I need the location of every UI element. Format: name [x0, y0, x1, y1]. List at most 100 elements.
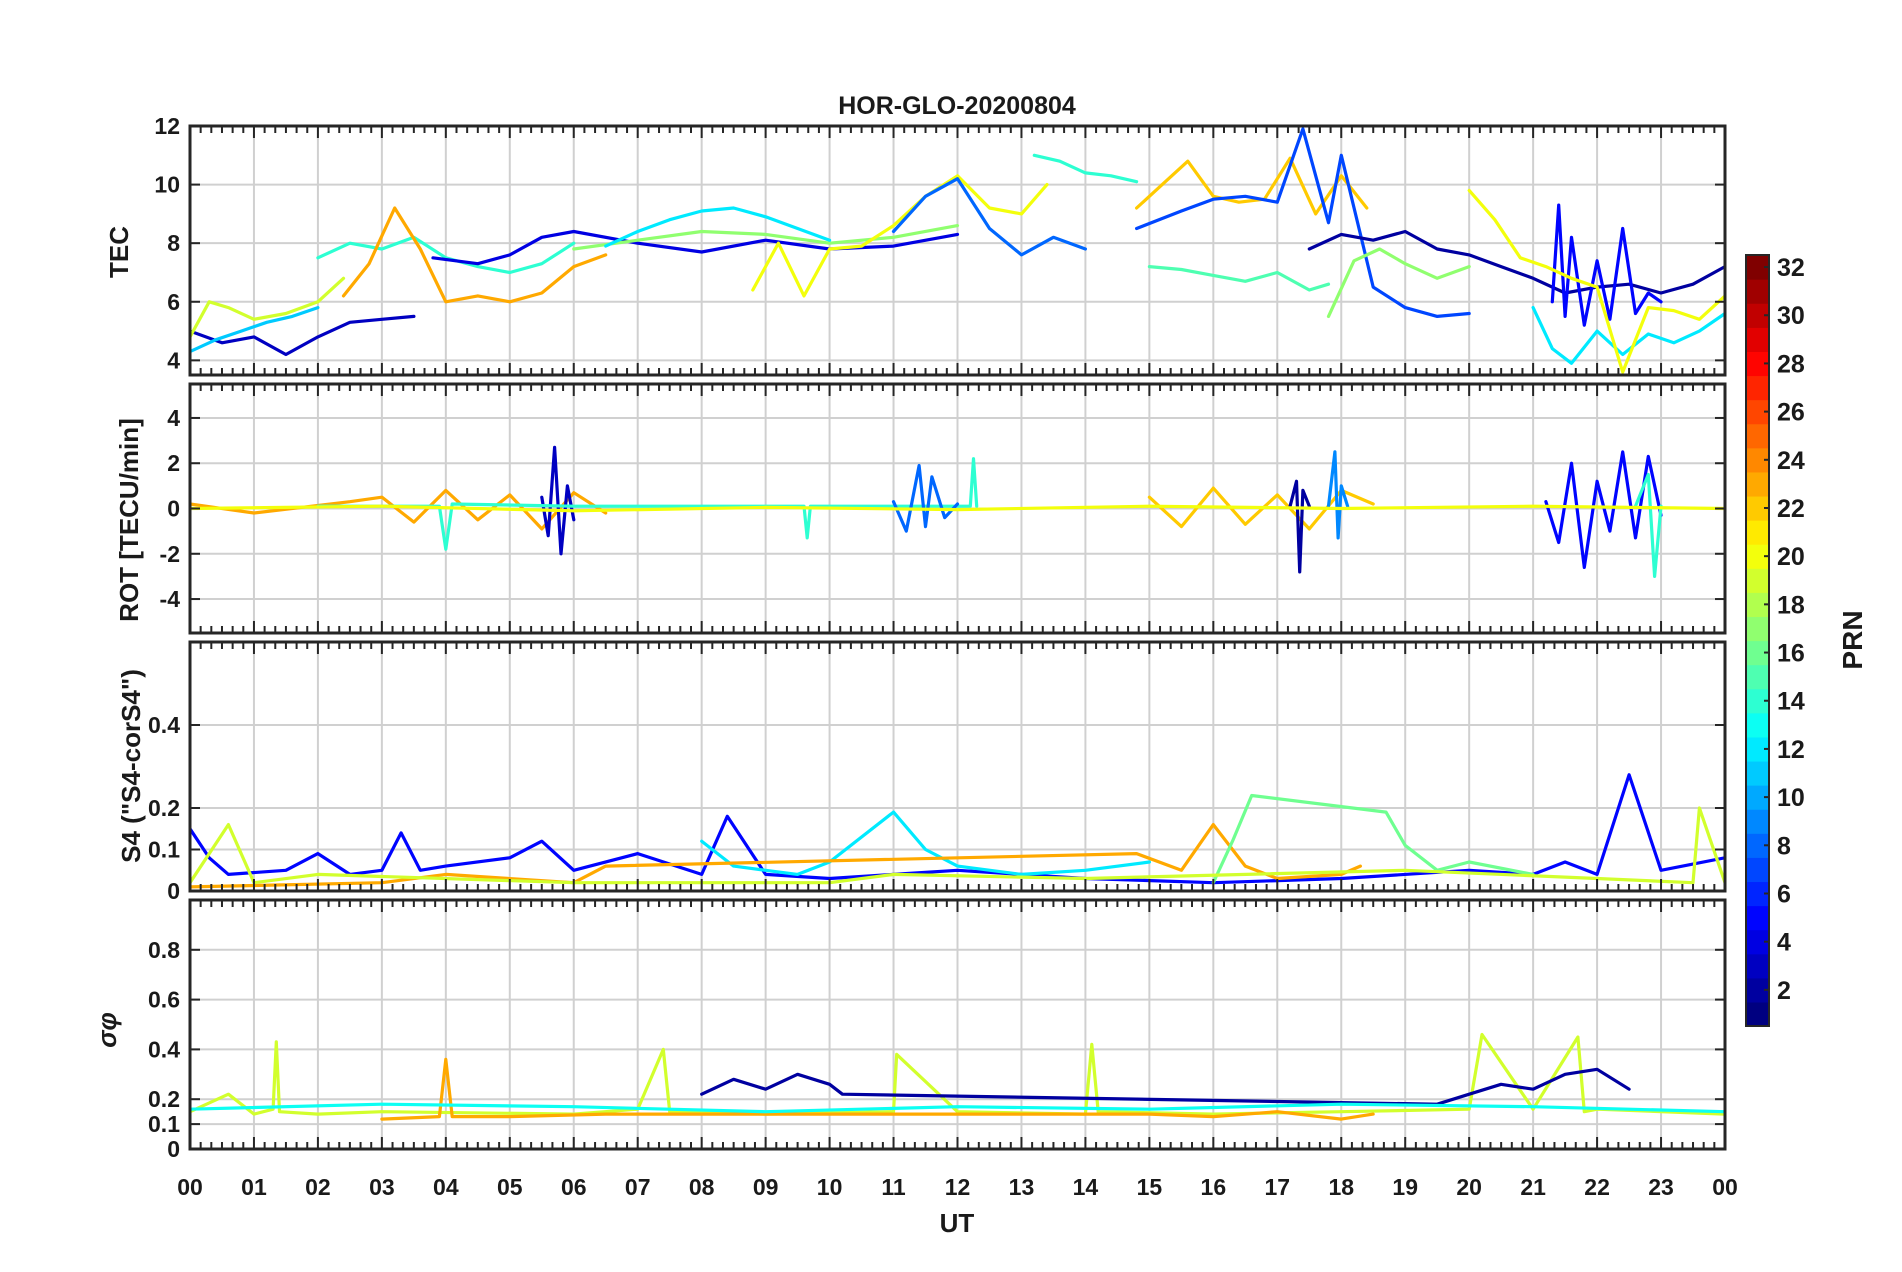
- panel-tec: 4 6 8 10 12 TEC: [104, 113, 1727, 377]
- colorbar-tick-label: 12: [1777, 736, 1805, 764]
- colorbar-cell: [1746, 447, 1769, 473]
- colorbar-tick-label: 16: [1777, 640, 1805, 668]
- x-tick-label: 04: [433, 1174, 459, 1200]
- x-tick-label: 22: [1584, 1174, 1610, 1200]
- sigma-phi-ytick-label: 0.2: [148, 1086, 180, 1112]
- colorbar-cell: [1746, 375, 1769, 401]
- tec-series-line: [891, 177, 1087, 257]
- s4-series-line: [1211, 793, 1535, 885]
- colorbar-cell: [1746, 688, 1769, 714]
- rot-ytick-label: 0: [167, 496, 180, 522]
- x-tick-label: 19: [1392, 1174, 1418, 1200]
- tec-series-line: [341, 206, 608, 304]
- colorbar-tick-label: 10: [1777, 784, 1805, 812]
- colorbar-frame: [1745, 254, 1770, 1027]
- tec-ytick-label: 4: [167, 347, 180, 373]
- s4-series-line: [700, 810, 1151, 876]
- tec-series-line: [316, 235, 576, 275]
- panel-s4: 0 0.1 0.2 0.4 S4 ("S4-corS4"): [116, 640, 1727, 904]
- colorbar-cell: [1746, 664, 1769, 690]
- colorbar-cell: [1746, 929, 1769, 955]
- colorbar-cell: [1746, 736, 1769, 762]
- x-tick-label: 07: [625, 1174, 651, 1200]
- colorbar-cell: [1746, 905, 1769, 931]
- colorbar-cell: [1746, 953, 1769, 979]
- x-tick-label: 17: [1264, 1174, 1290, 1200]
- sigma-phi-series-line: [190, 1102, 1725, 1114]
- x-tick-label: 06: [561, 1174, 587, 1200]
- tec-series: [190, 127, 1725, 374]
- tec-series-line: [1307, 229, 1725, 295]
- x-tick-label: 14: [1073, 1174, 1099, 1200]
- x-tick-label: 16: [1201, 1174, 1227, 1200]
- panel-sigma-phi: 00.10.2 0.4 0.6 0.8 σφ: [92, 898, 1727, 1162]
- x-tick-labels: 00 01 02 03 04 05 06 07 08 09 10 11 12 13 14 15 16 17 18 19…: [177, 1174, 1738, 1200]
- sigma-phi-ylabel: σφ: [92, 1012, 122, 1048]
- tec-series-line: [190, 314, 416, 357]
- sigma-phi-ytick-label: 0.1: [148, 1111, 180, 1137]
- tec-series-line: [1135, 156, 1369, 216]
- colorbar-tick-label: 8: [1777, 832, 1791, 860]
- rot-ytick-label: -2: [160, 541, 180, 567]
- colorbar-cell: [1746, 833, 1769, 858]
- tec-ytick-label: 8: [167, 230, 180, 256]
- s4-ytick-label: 0: [167, 878, 180, 904]
- rot-ytick-label: -4: [160, 586, 181, 612]
- colorbar-tick-label: 32: [1777, 254, 1805, 282]
- colorbar-cell: [1746, 1001, 1769, 1027]
- rot-series: [190, 445, 1725, 578]
- rot-ylabel: ROT [TECU/min]: [114, 418, 144, 622]
- x-tick-label: 11: [881, 1174, 906, 1200]
- tec-series-line: [572, 224, 960, 251]
- tec-ytick-label: 10: [154, 172, 180, 198]
- colorbar-cell: [1746, 616, 1769, 642]
- s4-grid: [189, 642, 1726, 892]
- colorbar-tick-label: 30: [1777, 302, 1805, 330]
- colorbar-cell: [1746, 881, 1769, 907]
- panel-rot: -4 -2 0 2 4 ROT [TECU/min]: [114, 382, 1727, 635]
- tec-ylabel: TEC: [104, 226, 134, 278]
- x-tick-label: 00: [1712, 1174, 1738, 1200]
- s4-ticks: 0 0.1 0.2 0.4: [148, 642, 1726, 904]
- tec-ticks: 4 6 8 10 12: [154, 113, 1726, 375]
- rot-series-line: [540, 445, 576, 556]
- colorbar-tick-label: 22: [1777, 495, 1805, 523]
- tec-series-line: [1135, 127, 1471, 318]
- x-tick-label: 13: [1009, 1174, 1035, 1200]
- rot-ticks: -4 -2 0 2 4: [160, 384, 1726, 633]
- colorbar-cell: [1746, 399, 1769, 425]
- x-tick-label: 12: [945, 1174, 971, 1200]
- colorbar-tick-label: 6: [1777, 880, 1791, 908]
- colorbar-cell: [1746, 544, 1769, 569]
- colorbar-tick-label: 2: [1777, 977, 1791, 1005]
- colorbar-cell: [1746, 495, 1769, 521]
- tec-ytick-label: 6: [167, 289, 180, 315]
- x-tick-label: 03: [369, 1174, 395, 1200]
- colorbar-gradient: [1746, 255, 1769, 1027]
- sigma-phi-ticks: 00.10.2 0.4 0.6 0.8: [148, 900, 1726, 1162]
- tec-series-line: [190, 276, 346, 339]
- x-tick-label: 20: [1456, 1174, 1482, 1200]
- s4-ytick-label: 0.1: [148, 837, 180, 863]
- rot-series-line: [190, 504, 1725, 513]
- tec-series-line: [1531, 306, 1725, 365]
- tec-ytick-label: 12: [154, 113, 180, 139]
- tec-series-line: [1147, 265, 1331, 292]
- colorbar-tick-label: 26: [1777, 399, 1805, 427]
- colorbar-cell: [1746, 471, 1769, 497]
- colorbar-cell: [1746, 785, 1769, 810]
- colorbar-cell: [1746, 303, 1769, 328]
- tec-grid: [189, 125, 1726, 375]
- x-axis-label: UT: [940, 1208, 975, 1238]
- colorbar-tick-label: 20: [1777, 543, 1805, 571]
- colorbar-tick-label: 18: [1777, 591, 1805, 619]
- colorbar-tick-label: 4: [1777, 929, 1791, 957]
- tec-series-line: [190, 306, 320, 354]
- sigma-phi-ytick-label: 0.8: [148, 937, 180, 963]
- rot-series-line: [1288, 479, 1311, 574]
- rot-series-line: [1633, 472, 1663, 578]
- rot-series-line: [316, 457, 979, 551]
